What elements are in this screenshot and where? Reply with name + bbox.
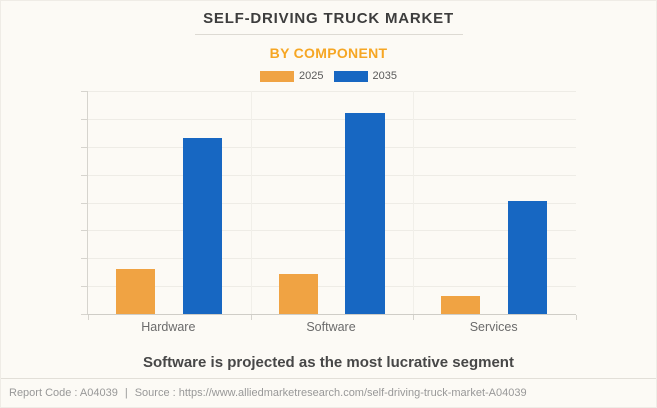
page-title: SELF-DRIVING TRUCK MARKET (203, 10, 454, 27)
footer-bar: Report Code : A04039 | Source : https://… (1, 378, 656, 407)
legend-item-2025[interactable]: 2025 (260, 70, 324, 82)
y-axis-tick (81, 202, 87, 204)
legend-item-2035[interactable]: 2035 (333, 70, 397, 82)
h-gridline (88, 258, 576, 260)
x-axis-label-services: Services (469, 320, 518, 334)
source-url: Source : https://www.alliedmarketresearc… (134, 387, 527, 399)
x-axis-tick (250, 315, 252, 320)
x-axis-label-software: Software (306, 320, 356, 334)
y-axis-tick (81, 118, 87, 120)
page-subtitle: BY COMPONENT (269, 45, 388, 61)
y-axis-tick (81, 230, 87, 232)
legend-swatch-2035 (333, 70, 368, 82)
h-gridline (88, 202, 576, 204)
x-axis-label-hardware: Hardware (141, 320, 196, 334)
h-gridline (88, 91, 576, 92)
category-hardware (88, 91, 251, 314)
bar-services-2025[interactable] (441, 295, 481, 314)
x-axis-labels: Hardware Software Services (87, 320, 575, 334)
h-gridline (88, 118, 576, 120)
y-axis-tick (81, 146, 87, 148)
legend: 2025 2035 (1, 70, 656, 82)
y-axis-tick (81, 258, 87, 260)
legend-swatch-2025 (260, 70, 295, 82)
category-software (251, 91, 414, 314)
x-axis-tick (413, 315, 415, 320)
v-gridline (250, 91, 252, 314)
y-axis-tick (81, 314, 87, 315)
h-gridline (88, 146, 576, 148)
legend-label-2035: 2035 (372, 70, 397, 82)
bar-hardware-2025[interactable] (115, 268, 156, 314)
h-gridline (88, 286, 576, 288)
x-axis-tick (88, 315, 89, 320)
bar-services-2035[interactable] (508, 200, 548, 314)
bar-software-2025[interactable] (278, 274, 318, 314)
v-gridline (413, 91, 415, 314)
y-axis-tick (81, 286, 87, 288)
plot-area (81, 91, 577, 320)
x-axis-tick (576, 315, 577, 320)
footer-separator: | (124, 387, 128, 399)
bar-software-2035[interactable] (345, 113, 385, 314)
h-gridline (88, 174, 576, 176)
y-axis-tick (81, 91, 87, 92)
report-code: Report Code : A04039 (9, 387, 118, 399)
caption: Software is projected as the most lucrat… (143, 354, 514, 371)
h-gridline (88, 230, 576, 232)
legend-label-2025: 2025 (299, 70, 324, 82)
bar-hardware-2035[interactable] (182, 138, 223, 314)
title-underline (194, 34, 463, 35)
y-axis-tick (81, 174, 87, 176)
category-services (413, 91, 576, 314)
